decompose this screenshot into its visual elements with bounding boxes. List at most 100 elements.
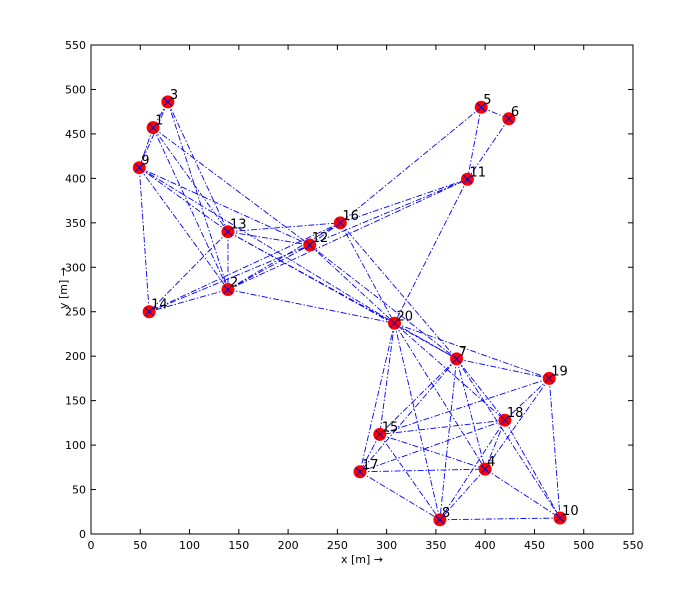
edge-11-20 [394,179,468,324]
edge-2-12 [227,244,310,290]
node-10-cross-b [555,513,565,523]
x-tick-label-300: 300 [376,539,397,552]
node-label-2: 2 [230,276,238,291]
node-label-8: 8 [442,506,450,521]
edge-13-12 [227,231,310,246]
plot-frame [90,44,634,535]
node-label-3: 3 [170,88,178,103]
x-tick-label-550: 550 [623,539,644,552]
edge-14-16 [148,222,341,313]
node-17-cross-b [355,467,365,477]
edge-3-9 [138,101,169,168]
node-1-cross-b [148,123,158,133]
node-label-15: 15 [382,420,399,435]
edge-7-4 [456,358,486,470]
edge-2-11 [227,178,468,290]
edge-16-20 [339,222,395,324]
node-7-cross-b [452,354,461,364]
edge-3-13 [167,101,229,232]
edge-13-14 [148,231,229,313]
node-label-12: 12 [312,231,329,246]
edge-18-4 [484,420,506,470]
node-9-cross-b [134,163,144,173]
y-tick-label-500: 500 [65,83,86,96]
edge-9-2 [138,167,229,290]
edge-12-20 [309,244,395,324]
edge-9-20 [139,167,395,324]
node-label-9: 9 [141,154,149,169]
node-label-6: 6 [511,105,519,120]
node-6-cross-b [504,114,514,124]
edge-20-8 [394,323,441,520]
node-label-5: 5 [483,93,491,108]
edge-5-16 [340,106,482,224]
edge-12-11 [309,178,468,246]
edges-layer [138,101,561,521]
node-label-10: 10 [562,504,579,519]
y-tick-label-400: 400 [65,172,86,185]
node-label-13: 13 [230,218,247,233]
node-label-20: 20 [397,309,414,324]
node-19-cross-b [544,374,554,383]
edge-19-4 [484,378,550,470]
edge-2-16 [227,222,341,290]
edge-20-19 [394,322,550,379]
y-tick-label-450: 450 [65,128,86,141]
node-5-cross-b [476,102,486,112]
edge-18-10 [504,419,561,519]
x-tick-label-0: 0 [88,539,95,552]
x-tick-label-250: 250 [327,539,348,552]
edge-20-17 [359,323,395,472]
node-12-cross-b [305,240,315,250]
y-tick-label-50: 50 [72,484,86,497]
edge-19-15 [379,377,550,435]
node-label-19: 19 [551,364,568,379]
edge-5-11 [467,107,482,180]
edge-20-18 [394,322,506,421]
edge-9-12 [139,167,310,246]
node-13-cross-b [223,227,233,237]
node-18-cross-b [500,415,510,425]
edge-15-4 [379,433,486,470]
y-tick-label-150: 150 [65,395,86,408]
node-11-cross-b [463,174,472,184]
edge-1-2 [152,127,229,290]
y-tick-label-550: 550 [65,39,86,52]
node-8-cross-b [435,515,445,525]
x-axis-label: x [m] → [341,553,383,566]
edge-7-10 [456,358,561,519]
node-16-cross-b [335,218,345,228]
edge-17-8 [359,471,441,521]
edge-1-13 [152,127,229,232]
node-15-cross-b [375,430,385,439]
edge-2-14 [149,289,229,313]
edge-3-2 [167,101,229,290]
node-3-cross-b [163,97,173,107]
node-2-cross-b [223,285,233,294]
edge-13-7 [227,231,457,360]
node-label-17: 17 [362,458,379,473]
y-tick-label-350: 350 [65,217,86,230]
node-label-11: 11 [469,165,486,180]
edge-19-18 [504,378,550,421]
edge-15-8 [379,434,441,521]
edge-14-12 [148,244,310,313]
node-label-7: 7 [459,345,467,360]
edge-16-7 [339,222,457,360]
edge-7-15 [379,358,457,435]
x-tick-label-200: 200 [278,539,299,552]
edge-1-12 [152,127,311,246]
edge-20-4 [394,323,486,470]
edge-8-10 [439,517,561,521]
edge-7-19 [456,358,550,379]
edge-20-7 [394,322,457,360]
y-tick-label-0: 0 [79,528,86,541]
edge-18-17 [359,419,506,473]
y-tick-label-250: 250 [65,306,86,319]
edge-1-9 [138,127,154,168]
y-tick-label-300: 300 [65,261,86,274]
edge-20-15 [379,323,395,435]
